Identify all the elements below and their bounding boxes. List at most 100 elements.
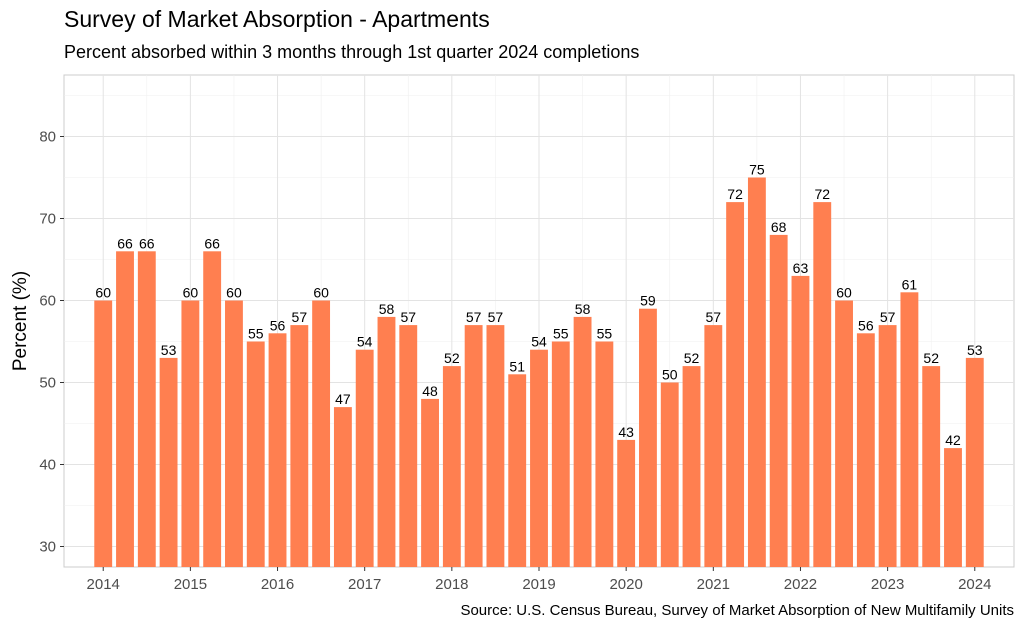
bar — [922, 366, 941, 567]
bar-value-label: 56 — [858, 317, 874, 333]
bar-value-label: 50 — [662, 367, 678, 383]
bar-value-label: 57 — [292, 309, 308, 325]
x-tick-label: 2016 — [261, 576, 294, 593]
bar-value-label: 72 — [727, 186, 743, 202]
bar — [355, 349, 374, 567]
x-tick-label: 2020 — [609, 576, 642, 593]
bar-value-label: 59 — [640, 293, 656, 309]
bar — [900, 292, 919, 567]
bar — [747, 177, 766, 567]
bar-value-label: 58 — [379, 301, 395, 317]
bar — [704, 325, 723, 567]
bar — [137, 251, 156, 568]
bar — [573, 316, 592, 567]
bar-value-label: 52 — [444, 350, 460, 366]
bar — [377, 316, 396, 567]
bar-value-label: 66 — [117, 235, 133, 251]
bar — [94, 300, 113, 567]
y-tick-label: 40 — [39, 457, 56, 474]
x-tick-label: 2018 — [435, 576, 468, 593]
bar-value-label: 66 — [139, 235, 155, 251]
chart-caption: Source: U.S. Census Bureau, Survey of Ma… — [460, 602, 1014, 619]
y-tick-label: 70 — [39, 211, 56, 228]
bar — [225, 300, 243, 567]
bar — [421, 398, 439, 567]
bar-value-label: 57 — [488, 309, 504, 325]
bar — [726, 202, 745, 567]
bar — [159, 357, 178, 567]
bar-value-label: 56 — [270, 317, 286, 333]
bar-value-label: 55 — [597, 326, 613, 342]
bar-value-label: 60 — [836, 285, 852, 301]
bar-value-label: 66 — [204, 235, 220, 251]
bar — [835, 300, 853, 567]
bar-value-label: 54 — [531, 334, 547, 350]
bar-value-label: 61 — [902, 276, 918, 292]
bar — [290, 325, 309, 567]
bar-value-label: 75 — [749, 162, 765, 178]
bar — [116, 251, 134, 568]
bar — [617, 439, 636, 567]
bar-value-label: 63 — [793, 260, 809, 276]
bar — [312, 300, 331, 567]
y-tick-label: 50 — [39, 375, 56, 392]
y-axis: 30 40 50 60 70 80 — [39, 129, 64, 556]
y-axis-title: Percent (%) — [10, 271, 31, 371]
y-tick-label: 80 — [39, 129, 56, 146]
bar-value-label: 58 — [575, 301, 591, 317]
bar — [769, 234, 788, 567]
bar — [530, 349, 548, 567]
x-tick-label: 2024 — [958, 576, 991, 593]
bar — [486, 325, 505, 567]
x-tick-label: 2014 — [87, 576, 120, 593]
bars-group — [94, 177, 984, 568]
bar — [464, 325, 483, 567]
x-tick-label: 2019 — [522, 576, 555, 593]
bar — [508, 374, 527, 567]
bar — [442, 366, 461, 567]
chart-title: Survey of Market Absorption - Apartments — [64, 6, 490, 32]
bar — [333, 407, 352, 567]
bar-value-label: 57 — [466, 309, 482, 325]
bar-value-label: 52 — [684, 350, 700, 366]
bar — [856, 333, 875, 567]
bar-value-label: 51 — [509, 358, 525, 374]
y-tick-label: 30 — [39, 539, 56, 556]
bar-value-label: 68 — [771, 219, 787, 235]
bar — [551, 341, 570, 567]
x-tick-label: 2015 — [174, 576, 207, 593]
bar-value-label: 57 — [706, 309, 722, 325]
bar — [682, 366, 701, 567]
data-labels-group: 60 66 66 53 60 66 60 55 56 57 60 47 54 58 57 48 52 57 57 51… — [95, 162, 982, 449]
bar-value-label: 57 — [400, 309, 416, 325]
bar-value-label: 55 — [248, 326, 264, 342]
bar — [791, 275, 810, 567]
bar — [965, 357, 984, 567]
bar-value-label: 42 — [945, 432, 961, 448]
bar — [399, 325, 418, 567]
bar-value-label: 52 — [923, 350, 939, 366]
bar-value-label: 53 — [967, 342, 983, 358]
x-tick-label: 2017 — [348, 576, 381, 593]
bar — [246, 341, 265, 567]
bar-value-label: 57 — [880, 309, 896, 325]
bar — [639, 308, 657, 567]
x-tick-label: 2023 — [871, 576, 904, 593]
bar — [203, 251, 222, 568]
chart-subtitle: Percent absorbed within 3 months through… — [64, 42, 640, 62]
x-tick-label: 2021 — [697, 576, 730, 593]
bar-value-label: 60 — [313, 285, 329, 301]
bar — [595, 341, 614, 567]
bar-value-label: 60 — [95, 285, 111, 301]
bar — [813, 202, 832, 567]
bar-value-label: 54 — [357, 334, 373, 350]
bar-value-label: 72 — [814, 186, 830, 202]
bar — [181, 300, 200, 567]
x-axis: 2014 2015 2016 2017 2018 2019 2020 2021 2022 2023… — [87, 567, 991, 593]
bar-value-label: 43 — [618, 424, 634, 440]
bar-value-label: 47 — [335, 391, 351, 407]
y-tick-label: 60 — [39, 293, 56, 310]
bar-value-label: 48 — [422, 383, 438, 399]
bar-value-label: 53 — [161, 342, 177, 358]
